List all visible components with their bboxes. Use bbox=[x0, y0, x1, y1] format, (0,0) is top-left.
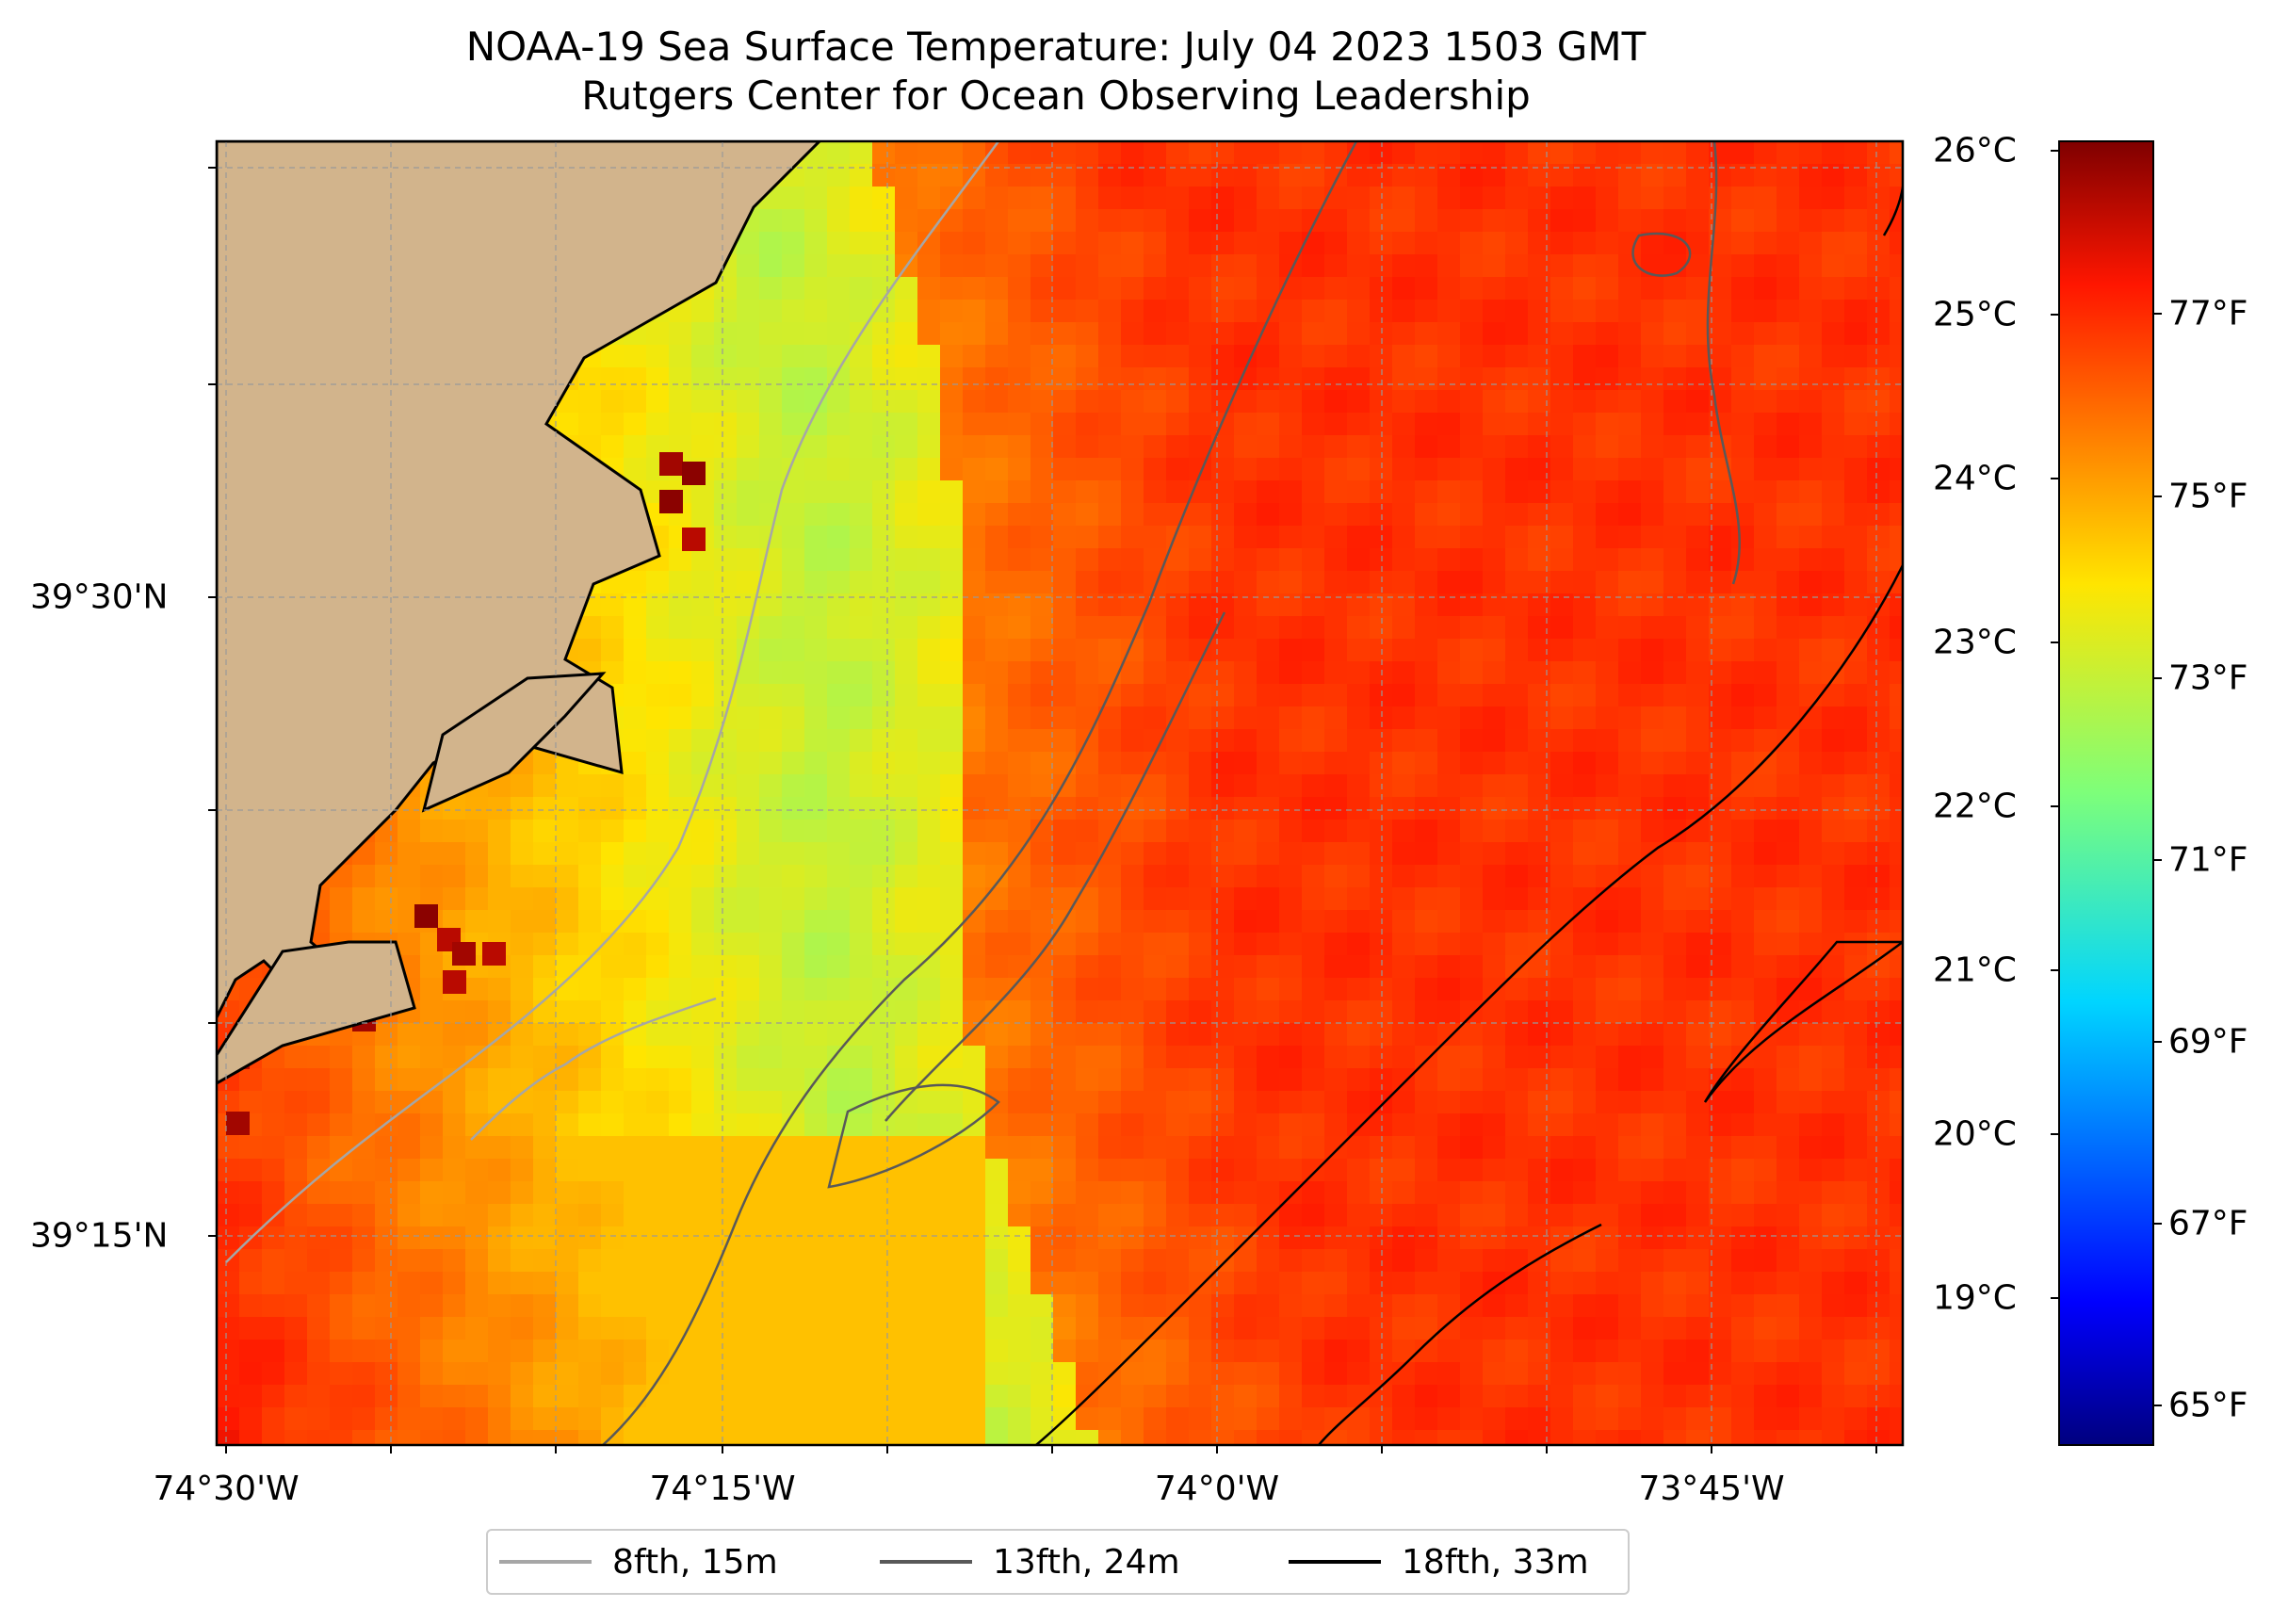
bathymetry-contours bbox=[225, 141, 1903, 1445]
contour-8 bbox=[1703, 940, 1903, 1103]
land-layer bbox=[217, 141, 822, 1085]
legend-item-18fth: 18fth, 33m bbox=[1289, 1531, 1589, 1593]
map-plot-area[interactable] bbox=[217, 141, 1913, 1453]
contour-4 bbox=[1706, 141, 1741, 585]
contour-7 bbox=[1035, 564, 1903, 1445]
title-line-2: Rutgers Center for Ocean Observing Leade… bbox=[581, 73, 1531, 119]
contour-6 bbox=[827, 1083, 1000, 1189]
colorbar bbox=[2058, 140, 2154, 1446]
lon-tick-label: 74°0'W bbox=[1154, 1470, 1280, 1508]
contour-1 bbox=[470, 997, 717, 1141]
contour-10 bbox=[1882, 141, 1903, 236]
celsius-label: 21°C bbox=[1933, 950, 2017, 990]
fahrenheit-label: 75°F bbox=[2168, 477, 2248, 516]
contour-3 bbox=[884, 611, 1226, 1122]
contour-2 bbox=[602, 141, 1358, 1445]
fahrenheit-label: 71°F bbox=[2168, 840, 2248, 880]
celsius-label: 23°C bbox=[1933, 623, 2017, 662]
legend-swatch-8fth bbox=[499, 1560, 592, 1564]
celsius-label: 26°C bbox=[1933, 131, 2017, 171]
celsius-label: 22°C bbox=[1933, 787, 2017, 826]
chart-title: NOAA-19 Sea Surface Temperature: July 04… bbox=[215, 23, 1897, 121]
legend-swatch-18fth bbox=[1289, 1560, 1381, 1564]
bathymetry-legend: 8fth, 15m 13fth, 24m 18fth, 33m bbox=[486, 1529, 1630, 1595]
fahrenheit-label: 67°F bbox=[2168, 1204, 2248, 1243]
legend-item-8fth: 8fth, 15m bbox=[499, 1531, 778, 1593]
celsius-label: 24°C bbox=[1933, 459, 2017, 498]
lon-tick-label: 74°15'W bbox=[649, 1470, 796, 1508]
legend-swatch-13fth bbox=[880, 1560, 972, 1564]
legend-label-8fth: 8fth, 15m bbox=[612, 1542, 778, 1582]
contour-9 bbox=[1318, 1223, 1602, 1445]
gridlines bbox=[217, 141, 1903, 1445]
title-line-1: NOAA-19 Sea Surface Temperature: July 04… bbox=[465, 24, 1647, 70]
legend-item-13fth: 13fth, 24m bbox=[880, 1531, 1180, 1593]
fahrenheit-label: 73°F bbox=[2168, 658, 2248, 698]
fahrenheit-label: 69°F bbox=[2168, 1022, 2248, 1062]
map-frame bbox=[215, 139, 1905, 1447]
celsius-label: 19°C bbox=[1933, 1278, 2017, 1318]
celsius-label: 20°C bbox=[1933, 1114, 2017, 1154]
cape-may-peninsula bbox=[217, 940, 416, 1085]
lat-tick-label: 39°30'N bbox=[30, 577, 169, 617]
fahrenheit-label: 65°F bbox=[2168, 1386, 2248, 1425]
fahrenheit-label: 77°F bbox=[2168, 294, 2248, 333]
axis-ticks bbox=[208, 167, 1877, 1453]
lon-tick-label: 73°45'W bbox=[1638, 1470, 1785, 1508]
lon-tick-label: 74°30'W bbox=[153, 1470, 300, 1508]
contour-5 bbox=[1631, 232, 1692, 277]
legend-label-18fth: 18fth, 33m bbox=[1402, 1542, 1589, 1582]
lat-tick-label: 39°15'N bbox=[30, 1216, 169, 1256]
celsius-label: 25°C bbox=[1933, 295, 2017, 334]
legend-label-13fth: 13fth, 24m bbox=[993, 1542, 1180, 1582]
colorbar-ticks bbox=[2051, 150, 2162, 1406]
contour-0 bbox=[225, 141, 1000, 1263]
